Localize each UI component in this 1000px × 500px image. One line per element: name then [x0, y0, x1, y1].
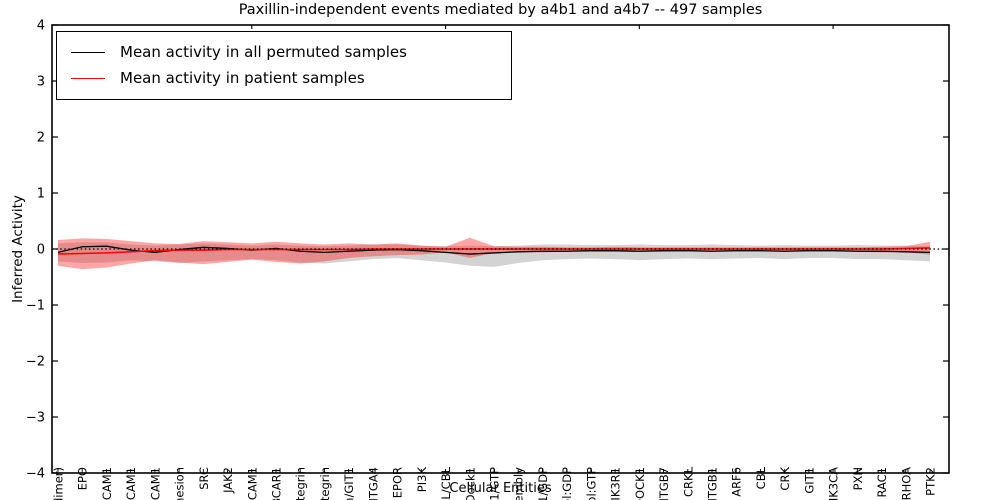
x-tick-label: ITGA4: [366, 467, 380, 500]
x-tick-label: GIT1: [802, 467, 816, 494]
x-tick-label: PXN: [851, 467, 865, 490]
x-tick-label: alpha4/beta1 Integrin: [318, 467, 332, 500]
y-tick-label: −3: [26, 411, 45, 426]
x-tick-label: JAK2: [221, 467, 235, 494]
legend-box: Mean activity in all permuted samples Me…: [56, 31, 512, 100]
x-tick-label: CRKL: [681, 466, 695, 497]
x-tick-label: EPO/EPOR (dimer): [52, 467, 66, 500]
chart-title: Paxillin-independent events mediated by …: [238, 2, 763, 18]
x-tick-label: lamellipodium assembly: [512, 467, 526, 500]
x-tick-label: p130Cas/Crk/Dock1: [463, 467, 477, 500]
y-tick-label: −2: [26, 355, 45, 370]
legend-entry-patient: Mean activity in patient samples: [57, 65, 511, 91]
x-tick-label: CRK: [778, 467, 792, 491]
x-tick-label: mol:GDP: [560, 467, 574, 500]
x-tick-label: RAC1: [875, 467, 889, 498]
x-tick-label: CBL: [754, 466, 768, 489]
x-tick-label: ARF6: [730, 467, 744, 497]
y-tick-label: −4: [26, 467, 45, 482]
patient-samples-range-band: [58, 237, 930, 270]
x-tick-label: PIK3CA: [827, 467, 841, 500]
y-tick-label: 3: [37, 75, 45, 90]
y-tick-label: −1: [26, 299, 45, 314]
x-tick-label: ITGB1: [706, 467, 720, 500]
x-tick-label: PIK3R1: [609, 467, 623, 500]
x-tick-label: alpha4/beta1 Integrin/VCAM1: [124, 467, 138, 500]
permuted-line-swatch: [71, 51, 105, 53]
x-tick-label: SRC: [197, 467, 211, 490]
y-tick-label: 0: [37, 243, 45, 258]
x-axis-label: Cellular Entities: [449, 481, 552, 496]
x-tick-label: mol:GTP: [584, 467, 598, 500]
x-tick-label: Rac1/GTP: [488, 467, 502, 500]
legend-label-permuted: Mean activity in all permuted samples: [120, 43, 407, 61]
y-tick-label: 4: [37, 19, 45, 34]
patient-mean-line: [57, 247, 931, 255]
x-tick-label: DOCK1: [633, 467, 647, 500]
x-tick-label: alpha4/beta7 Integrin: [294, 467, 308, 500]
x-tick-label: RHOA: [899, 467, 913, 500]
x-tick-label: MADCAM1: [245, 467, 259, 500]
x-tick-label: BCAR1: [270, 467, 284, 500]
x-tick-label: alpha4/beta1 Integrin/Paxillin/GIT1: [342, 467, 356, 500]
y-tick-label: 1: [37, 187, 45, 202]
y-tick-label: 2: [37, 131, 45, 146]
x-tick-label: alpha4/beta7 Integrin/MAdCAM1: [148, 467, 162, 500]
patient-line-swatch: [71, 77, 105, 79]
x-tick-label: Rac1/GDP: [536, 467, 550, 500]
permuted-mean-line: [57, 245, 931, 255]
legend-entry-permuted: Mean activity in all permuted samples: [57, 39, 511, 65]
x-tick-label: EPOR: [391, 467, 405, 498]
x-tick-label: PTK2: [924, 467, 938, 496]
legend-label-patient: Mean activity in patient samples: [120, 69, 365, 87]
x-tick-label: cell adhesion: [173, 467, 187, 500]
x-tick-label: CRKL/CBL: [439, 466, 453, 500]
x-tick-label: VCAM1: [100, 467, 114, 500]
x-tick-label: EPO: [76, 467, 90, 490]
x-tick-label: PI3K: [415, 467, 429, 493]
x-tick-label: ITGB7: [657, 467, 671, 500]
